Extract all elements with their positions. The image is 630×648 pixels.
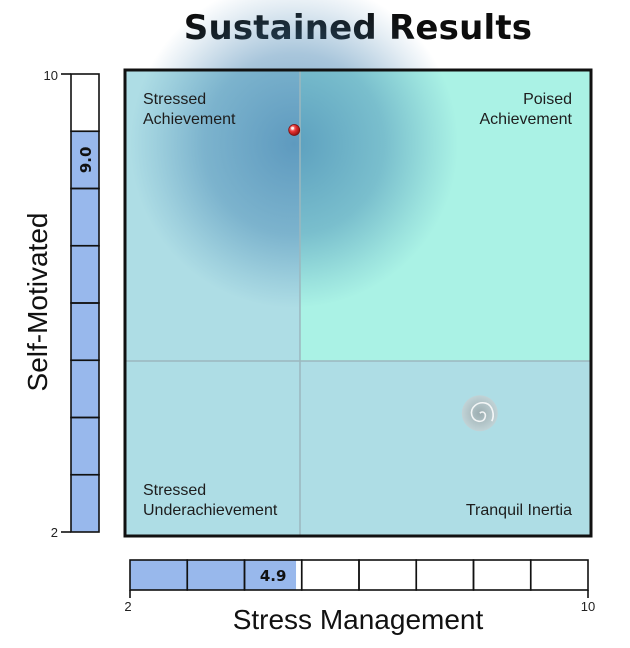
y-tick-bottom: 2 bbox=[51, 525, 58, 540]
plot-border bbox=[123, 68, 593, 538]
x-gauge-segment bbox=[358, 559, 418, 591]
quadrant-bottom-right bbox=[300, 361, 590, 535]
y-gauge bbox=[61, 73, 100, 533]
x-gauge-segment bbox=[529, 559, 589, 591]
x-tick-right: 10 bbox=[581, 599, 595, 614]
y-value-label: 9.0 bbox=[77, 147, 95, 174]
label-top-left-1: Stressed bbox=[143, 91, 206, 108]
x-gauge-fill bbox=[130, 560, 297, 590]
y-gauge-segment bbox=[70, 73, 100, 133]
x-axis-title: Stress Management bbox=[233, 604, 484, 635]
label-top-right-2: Achievement bbox=[480, 111, 573, 128]
y-axis-title: Self-Motivated bbox=[22, 213, 53, 392]
x-gauge bbox=[129, 559, 589, 598]
x-gauge-segment bbox=[415, 559, 475, 591]
x-gauge-segment bbox=[300, 559, 360, 591]
x-value-label: 4.9 bbox=[260, 567, 287, 585]
x-gauge-segment bbox=[472, 559, 532, 591]
quadrant-bottom-left bbox=[126, 361, 300, 535]
label-bottom-right-1: Tranquil Inertia bbox=[466, 502, 572, 519]
label-top-right-1: Poised bbox=[523, 91, 572, 108]
label-bottom-left-2: Underachievement bbox=[143, 502, 278, 519]
data-point[interactable] bbox=[288, 124, 301, 136]
x-tick-left: 2 bbox=[124, 599, 131, 614]
y-tick-top: 10 bbox=[44, 68, 58, 83]
point-glow bbox=[130, 0, 459, 308]
y-gauge-segment bbox=[70, 473, 100, 533]
label-bottom-left-1: Stressed bbox=[143, 482, 206, 499]
y-gauge-fill bbox=[71, 131, 99, 532]
target-swirl-icon bbox=[461, 395, 498, 432]
label-top-left-2: Achievement bbox=[143, 111, 236, 128]
